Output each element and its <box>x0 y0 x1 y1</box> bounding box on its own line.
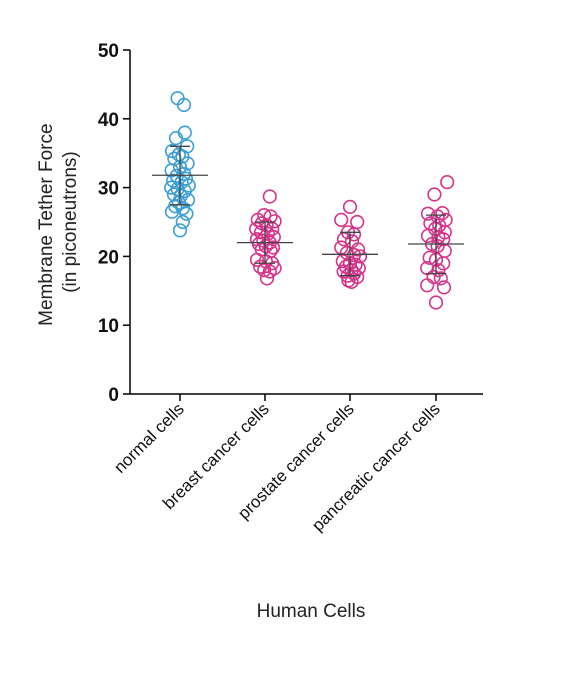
data-point <box>179 206 194 221</box>
y-tick-label: 20 <box>98 247 119 268</box>
data-point <box>258 239 273 254</box>
data-points <box>164 91 455 310</box>
data-point <box>265 240 281 255</box>
data-point <box>430 239 445 254</box>
data-point <box>433 271 448 286</box>
data-point <box>420 278 435 293</box>
data-point <box>176 97 192 113</box>
y-axis-title-line-2: (in piconeutrons) <box>60 151 81 293</box>
data-point <box>427 187 442 202</box>
y-tick-label: 30 <box>98 179 119 200</box>
data-point <box>440 175 455 190</box>
data-point <box>259 271 275 286</box>
data-point <box>180 156 195 171</box>
data-point <box>249 252 265 267</box>
data-point <box>428 295 444 310</box>
data-point <box>342 199 358 214</box>
y-axis-title: Membrane Tether Force (in piconeutrons) <box>36 118 81 326</box>
x-axis-title: Human Cells <box>257 601 366 622</box>
data-point <box>175 214 190 230</box>
y-ticks: 0 10 20 30 40 50 <box>98 41 130 406</box>
y-tick-label: 0 <box>108 385 119 406</box>
data-point <box>262 264 277 279</box>
data-point <box>420 206 436 221</box>
y-tick-label: 40 <box>98 110 119 131</box>
y-tick-label: 50 <box>98 41 119 62</box>
data-point <box>172 223 188 238</box>
x-tick-label: normal cells <box>110 399 188 477</box>
y-tick-label: 10 <box>98 316 119 337</box>
data-point <box>350 214 365 230</box>
error-bars <box>152 145 464 277</box>
data-point <box>436 280 452 295</box>
data-point <box>420 228 436 243</box>
data-point <box>334 212 349 227</box>
data-point <box>168 131 184 146</box>
y-axis-title-line-1: Membrane Tether Force <box>36 123 57 325</box>
data-point <box>262 189 277 204</box>
data-point <box>339 245 354 261</box>
data-point <box>346 247 362 263</box>
data-point <box>164 180 179 195</box>
